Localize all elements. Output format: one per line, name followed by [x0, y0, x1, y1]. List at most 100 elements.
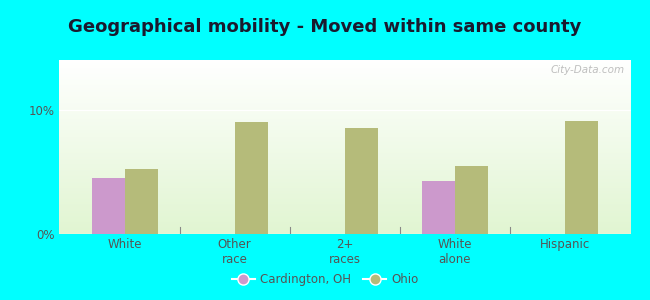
- Bar: [58, 152, 630, 153]
- Bar: [58, 220, 630, 221]
- Bar: [58, 92, 630, 93]
- Bar: [58, 197, 630, 198]
- Bar: [58, 201, 630, 202]
- Bar: [58, 232, 630, 233]
- Bar: [58, 191, 630, 192]
- Bar: [58, 123, 630, 124]
- Bar: [58, 161, 630, 162]
- Bar: [58, 223, 630, 224]
- Bar: [58, 87, 630, 88]
- Bar: [58, 71, 630, 72]
- Bar: [58, 211, 630, 212]
- Bar: [58, 180, 630, 181]
- Bar: [58, 134, 630, 135]
- Bar: [58, 128, 630, 129]
- Bar: [58, 136, 630, 137]
- Bar: [58, 155, 630, 156]
- Bar: [58, 192, 630, 193]
- Bar: [58, 221, 630, 222]
- Bar: [58, 93, 630, 94]
- Bar: [58, 189, 630, 190]
- Bar: [58, 102, 630, 103]
- Bar: [58, 233, 630, 234]
- Bar: [58, 142, 630, 143]
- Bar: [58, 194, 630, 195]
- Text: Geographical mobility - Moved within same county: Geographical mobility - Moved within sam…: [68, 18, 582, 36]
- Bar: [58, 230, 630, 231]
- Bar: [58, 185, 630, 186]
- Bar: [58, 182, 630, 183]
- Bar: [58, 170, 630, 171]
- Bar: [58, 135, 630, 136]
- Bar: [58, 110, 630, 111]
- Bar: [58, 112, 630, 113]
- Bar: [58, 209, 630, 210]
- Bar: [58, 163, 630, 164]
- Bar: [58, 158, 630, 159]
- Bar: [58, 183, 630, 184]
- Bar: [58, 114, 630, 115]
- Bar: [58, 210, 630, 211]
- Bar: [58, 75, 630, 76]
- Bar: [564, 121, 597, 234]
- Bar: [58, 190, 630, 191]
- Bar: [344, 128, 378, 234]
- Bar: [454, 166, 488, 234]
- Bar: [58, 72, 630, 73]
- Bar: [58, 159, 630, 160]
- Bar: [58, 124, 630, 125]
- Bar: [58, 193, 630, 194]
- Bar: [58, 151, 630, 152]
- Bar: [58, 147, 630, 148]
- Bar: [58, 89, 630, 90]
- Bar: [58, 101, 630, 102]
- Bar: [58, 171, 630, 172]
- Bar: [58, 99, 630, 100]
- Bar: [58, 196, 630, 197]
- Bar: [58, 61, 630, 62]
- Bar: [58, 69, 630, 70]
- Bar: [58, 154, 630, 155]
- Bar: [58, 86, 630, 87]
- Bar: [58, 162, 630, 163]
- Bar: [58, 130, 630, 131]
- Bar: [58, 127, 630, 128]
- Bar: [58, 206, 630, 207]
- Bar: [58, 78, 630, 79]
- Bar: [58, 168, 630, 169]
- Bar: [58, 65, 630, 66]
- Bar: [58, 178, 630, 179]
- Bar: [125, 169, 157, 234]
- Bar: [58, 105, 630, 106]
- Bar: [58, 188, 630, 189]
- Bar: [58, 222, 630, 223]
- Bar: [58, 187, 630, 188]
- Bar: [58, 85, 630, 86]
- Bar: [58, 100, 630, 101]
- Bar: [58, 116, 630, 117]
- Bar: [58, 208, 630, 209]
- Bar: [421, 181, 454, 234]
- Bar: [58, 228, 630, 229]
- Bar: [58, 73, 630, 74]
- Bar: [58, 143, 630, 144]
- Bar: [58, 212, 630, 213]
- Bar: [58, 96, 630, 97]
- Bar: [58, 227, 630, 228]
- Bar: [58, 132, 630, 133]
- Bar: [58, 83, 630, 84]
- Bar: [58, 226, 630, 227]
- Bar: [58, 165, 630, 166]
- Bar: [58, 199, 630, 200]
- Bar: [58, 175, 630, 176]
- Bar: [58, 76, 630, 77]
- Bar: [58, 97, 630, 98]
- Bar: [58, 106, 630, 107]
- Bar: [58, 218, 630, 219]
- Bar: [58, 107, 630, 108]
- Bar: [58, 173, 630, 174]
- Bar: [235, 122, 268, 234]
- Bar: [58, 225, 630, 226]
- Bar: [58, 166, 630, 167]
- Bar: [58, 91, 630, 92]
